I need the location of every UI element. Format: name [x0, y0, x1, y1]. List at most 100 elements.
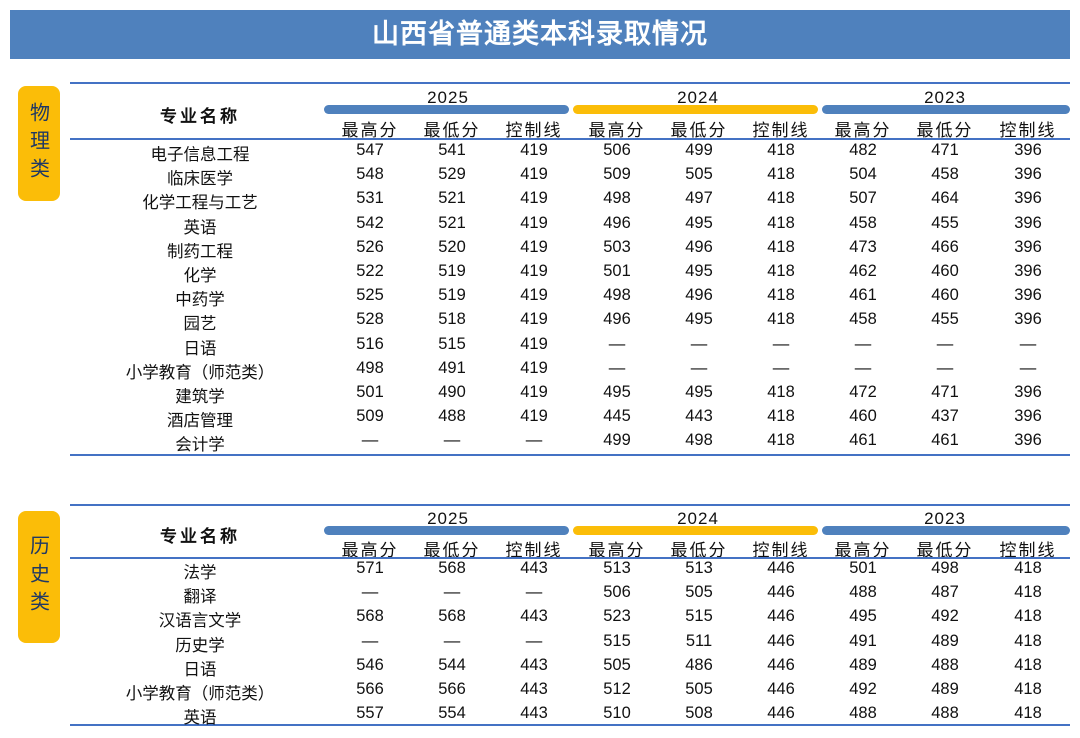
- score-cell: 419: [520, 141, 548, 159]
- score-cell: 473: [849, 237, 877, 256]
- score-cell: 488: [849, 583, 877, 602]
- year-header: 2023: [924, 509, 966, 528]
- year-bar: [822, 526, 1070, 535]
- score-cell: 505: [685, 165, 713, 184]
- score-cell: 547: [356, 141, 384, 159]
- score-cell: —: [361, 583, 379, 602]
- year-header: 2023: [924, 88, 966, 107]
- subheader: 最高分: [834, 541, 892, 560]
- score-cell: 488: [931, 655, 959, 674]
- score-cell: 498: [603, 189, 631, 208]
- score-cell: 505: [603, 655, 631, 674]
- score-cell: 489: [931, 631, 959, 650]
- score-cell: 495: [685, 262, 713, 280]
- score-cell: —: [525, 431, 543, 450]
- year-bar: [324, 526, 569, 535]
- score-cell: 522: [356, 262, 384, 280]
- score-cell: 496: [603, 310, 631, 329]
- score-cell: 518: [438, 310, 466, 329]
- major-column-header: 专业名称: [160, 107, 240, 127]
- major-name: 翻译: [183, 588, 217, 607]
- score-cell: 495: [685, 213, 713, 232]
- year-bar: [324, 105, 569, 114]
- score-cell: 443: [520, 704, 548, 723]
- subheader: 最高分: [588, 541, 646, 560]
- score-cell: 446: [767, 583, 795, 602]
- score-cell: 515: [438, 334, 466, 353]
- score-cell: 488: [931, 704, 959, 723]
- score-cell: 396: [1014, 165, 1042, 184]
- score-cell: 461: [931, 431, 959, 450]
- score-cell: 490: [438, 383, 466, 401]
- score-cell: 443: [520, 655, 548, 674]
- score-cell: 458: [931, 165, 959, 184]
- score-cell: 488: [849, 704, 877, 723]
- header-rule: [70, 557, 1070, 559]
- score-cell: 505: [685, 583, 713, 602]
- score-cell: 568: [438, 607, 466, 626]
- score-cell: 418: [767, 141, 795, 159]
- score-cell: 495: [685, 310, 713, 329]
- score-cell: 418: [1014, 607, 1042, 626]
- score-cell: 491: [438, 358, 466, 377]
- subheader: 最低分: [423, 121, 481, 140]
- score-cell: 554: [438, 704, 466, 723]
- score-cell: —: [608, 334, 626, 353]
- score-cell: 501: [849, 559, 877, 577]
- category-label: 历史类: [26, 535, 51, 619]
- score-cell: 443: [520, 559, 548, 577]
- score-cell: 548: [356, 165, 384, 184]
- subheader: 控制线: [999, 121, 1057, 140]
- score-cell: —: [608, 358, 626, 377]
- score-cell: —: [854, 334, 872, 353]
- score-cell: 499: [685, 141, 713, 159]
- page-title: 山西省普通类本科录取情况: [10, 10, 1070, 59]
- score-cell: 496: [685, 286, 713, 305]
- score-cell: 418: [767, 383, 795, 401]
- score-cell: 418: [767, 286, 795, 305]
- top-rule: [70, 504, 1070, 506]
- score-cell: 488: [438, 407, 466, 426]
- major-name: 日语: [183, 339, 217, 358]
- score-cell: 460: [931, 286, 959, 305]
- score-cell: 396: [1014, 237, 1042, 256]
- score-cell: 491: [849, 631, 877, 650]
- score-cell: 492: [931, 607, 959, 626]
- score-cell: 515: [603, 631, 631, 650]
- score-cell: —: [1019, 358, 1037, 377]
- score-cell: 521: [438, 213, 466, 232]
- score-cell: 419: [520, 189, 548, 208]
- score-cell: 520: [438, 237, 466, 256]
- major-column-header: 专业名称: [160, 527, 240, 547]
- score-cell: 495: [685, 383, 713, 401]
- score-cell: 506: [603, 141, 631, 159]
- score-cell: 443: [520, 607, 548, 626]
- score-cell: 418: [767, 431, 795, 450]
- score-cell: 419: [520, 286, 548, 305]
- score-cell: 509: [356, 407, 384, 426]
- bottom-rule: [70, 454, 1070, 456]
- score-cell: 418: [767, 165, 795, 184]
- score-cell: 513: [603, 559, 631, 577]
- major-name: 英语: [183, 218, 217, 237]
- score-cell: —: [772, 334, 790, 353]
- score-cell: 396: [1014, 310, 1042, 329]
- score-cell: 495: [849, 607, 877, 626]
- subheader: 控制线: [752, 121, 810, 140]
- score-cell: 458: [849, 213, 877, 232]
- score-cell: 496: [685, 237, 713, 256]
- major-name: 日语: [183, 660, 217, 679]
- major-name: 英语: [183, 709, 217, 728]
- score-cell: —: [525, 583, 543, 602]
- subheader: 控制线: [752, 541, 810, 560]
- score-cell: 396: [1014, 286, 1042, 305]
- score-cell: 455: [931, 213, 959, 232]
- year-header: 2024: [677, 88, 719, 107]
- score-cell: —: [361, 631, 379, 650]
- score-cell: 495: [603, 383, 631, 401]
- score-cell: 519: [438, 262, 466, 280]
- score-cell: 443: [520, 680, 548, 698]
- score-cell: —: [936, 358, 954, 377]
- subheader: 最高分: [834, 121, 892, 140]
- major-name: 酒店管理: [167, 412, 233, 431]
